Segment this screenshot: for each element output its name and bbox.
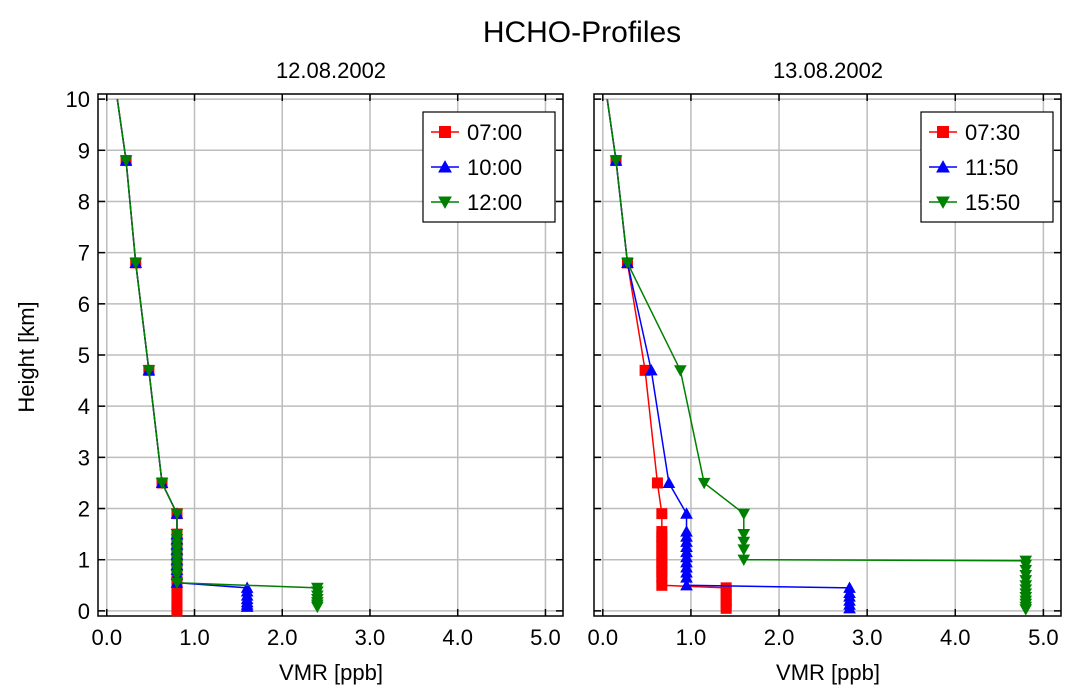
- legend-item: 07:00: [431, 120, 522, 145]
- legend-marker: [936, 196, 950, 209]
- data-point: [737, 508, 751, 520]
- data-point: [119, 155, 133, 167]
- data-point: [621, 257, 634, 270]
- y-tick-label: 3: [78, 445, 90, 470]
- legend-label: 12:00: [467, 190, 522, 215]
- legend-item: 10:00: [431, 155, 522, 180]
- data-point: [674, 365, 687, 377]
- legend-marker: [438, 196, 452, 209]
- y-tick-label: 4: [78, 394, 90, 419]
- x-tick-label: 4.0: [940, 625, 971, 650]
- y-axis-label: Height [km]: [14, 301, 39, 412]
- x-tick-label: 0.0: [588, 625, 619, 650]
- series-line: [606, 99, 851, 609]
- data-point: [697, 477, 711, 490]
- data-point: [170, 508, 184, 520]
- data-point: [639, 364, 651, 376]
- series-07-30: [606, 99, 732, 614]
- data-point: [680, 578, 693, 591]
- y-tick-label: 6: [78, 292, 90, 317]
- data-point: [170, 569, 184, 582]
- legend-label: 11:50: [965, 155, 1018, 180]
- legend-marker: [937, 126, 949, 138]
- legend-item: 12:00: [431, 190, 522, 215]
- series-11-50: [606, 99, 856, 614]
- data-point: [737, 554, 751, 567]
- data-point: [171, 605, 183, 617]
- legend-label: 07:00: [467, 120, 522, 145]
- panel-12-08-2002: 12.08.2002 VMR [ppb] 0.0 1.0 2.0 3.0 4.0 5.0 0…: [66, 58, 564, 685]
- data-point: [609, 155, 623, 167]
- data-point: [155, 477, 169, 490]
- x-tick-label: 3.0: [355, 625, 386, 650]
- x-tick-label: 1.0: [179, 625, 210, 650]
- series-line: [116, 99, 319, 607]
- data-point: [680, 571, 693, 583]
- series-12-00: [116, 99, 324, 614]
- y-tick-label: 5: [78, 343, 90, 368]
- data-point: [843, 601, 856, 614]
- x-tick-label: 2.0: [764, 625, 795, 650]
- data-point: [129, 257, 143, 270]
- data-point: [656, 572, 668, 584]
- data-point: [311, 601, 324, 614]
- y-tick-label: 1: [78, 548, 90, 573]
- panel-title: 13.08.2002: [773, 58, 883, 83]
- legend-marker: [936, 160, 950, 173]
- data-point: [170, 577, 184, 590]
- data-point: [644, 364, 658, 376]
- legend-label: 07:30: [965, 120, 1020, 145]
- y-tick-label: 2: [78, 497, 90, 522]
- y-tick-label: 10: [66, 87, 90, 112]
- data-point: [656, 508, 668, 520]
- series-15-50: [606, 99, 1033, 616]
- legend-marker: [439, 126, 451, 138]
- x-tick-label: 0.0: [91, 625, 122, 650]
- data-point: [737, 544, 751, 556]
- legend: 07:30 11:50 15:50: [920, 111, 1054, 223]
- legend-item: 15:50: [929, 190, 1020, 215]
- panel-title: 12.08.2002: [276, 58, 386, 83]
- y-tick-label: 0: [78, 599, 90, 624]
- x-tick-label: 1.0: [676, 625, 707, 650]
- x-axis-label: VMR [ppb]: [279, 660, 383, 685]
- legend-marker: [438, 160, 452, 173]
- data-point: [656, 579, 668, 591]
- data-point: [142, 365, 156, 377]
- y-tick-label: 8: [78, 189, 90, 214]
- x-tick-label: 4.0: [442, 625, 473, 650]
- data-point: [662, 476, 676, 489]
- data-point: [737, 536, 751, 549]
- data-point: [720, 602, 732, 614]
- y-tick-label: 7: [78, 241, 90, 266]
- data-point: [680, 507, 693, 519]
- data-point: [651, 477, 663, 489]
- legend-label: 10:00: [467, 155, 522, 180]
- x-tick-label: 2.0: [267, 625, 298, 650]
- data-point: [240, 600, 254, 612]
- x-tick-label: 5.0: [530, 625, 561, 650]
- legend-label: 15:50: [965, 190, 1020, 215]
- x-tick-label: 3.0: [852, 625, 883, 650]
- x-axis-label: VMR [ppb]: [776, 660, 880, 685]
- panel-13-08-2002: 13.08.2002 VMR [ppb] 0.0 1.0 2.0 3.0 4.0 5.0 0…: [588, 58, 1062, 685]
- y-tick-label: 9: [78, 138, 90, 163]
- x-tick-label: 5.0: [1028, 625, 1059, 650]
- legend-item: 07:30: [929, 120, 1020, 145]
- data-point: [737, 529, 751, 541]
- legend: 07:00 10:00 12:00: [422, 111, 556, 223]
- legend-item: 11:50: [929, 155, 1018, 180]
- data-point: [1019, 604, 1033, 616]
- figure-title: HCHO-Profiles: [483, 16, 681, 49]
